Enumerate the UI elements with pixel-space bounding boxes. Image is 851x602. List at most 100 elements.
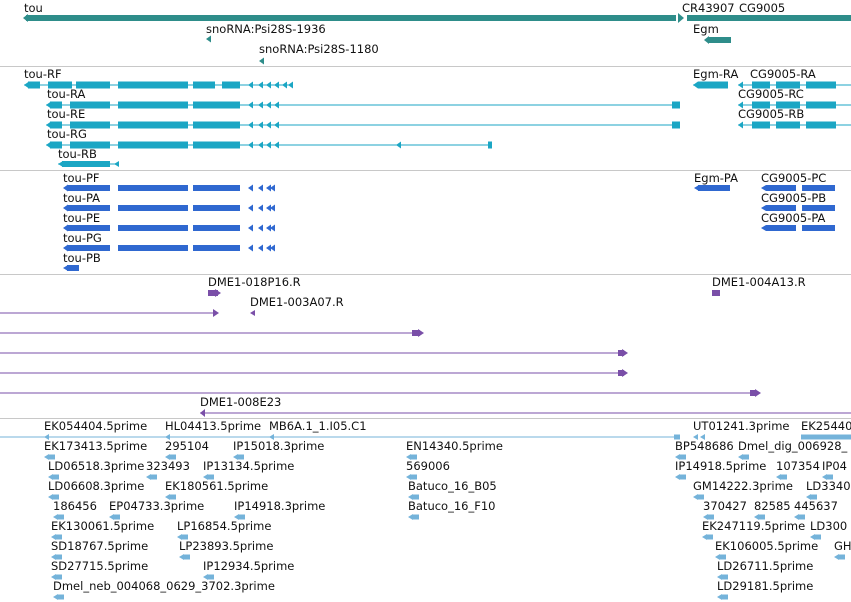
est-block[interactable] bbox=[170, 454, 176, 460]
est-label[interactable]: Dmel_dig_006928_ bbox=[738, 439, 848, 453]
est-block[interactable] bbox=[56, 574, 62, 580]
strand-arrow[interactable] bbox=[694, 185, 699, 191]
exon-block[interactable] bbox=[62, 161, 110, 167]
exon-arrow[interactable] bbox=[248, 81, 253, 89]
est-block[interactable] bbox=[53, 494, 59, 500]
exon-block[interactable] bbox=[750, 390, 756, 396]
est-arrow[interactable] bbox=[834, 554, 839, 560]
protein-label[interactable]: tou-PB bbox=[63, 251, 101, 265]
est-arrow[interactable] bbox=[51, 534, 56, 540]
exon-arrow[interactable] bbox=[274, 121, 279, 129]
exon-block[interactable] bbox=[412, 330, 420, 336]
exon-block[interactable] bbox=[776, 121, 800, 129]
exon-block[interactable] bbox=[118, 205, 188, 211]
est-arrow[interactable] bbox=[203, 474, 208, 480]
protein-label[interactable]: tou-PF bbox=[63, 171, 100, 185]
strand-arrow[interactable] bbox=[250, 310, 255, 316]
gene-label-snorna-1180[interactable]: snoRNA:Psi28S-1180 bbox=[259, 42, 379, 56]
est-arrow[interactable] bbox=[675, 454, 680, 460]
clone-label[interactable]: DME1-018P16.R bbox=[208, 275, 301, 289]
strand-arrow[interactable] bbox=[738, 101, 743, 109]
est-block[interactable] bbox=[680, 454, 686, 460]
exon-arrow[interactable] bbox=[274, 81, 279, 89]
exon-block[interactable] bbox=[193, 185, 240, 191]
strand-arrow[interactable] bbox=[418, 329, 424, 337]
gene-bar-tou[interactable] bbox=[23, 14, 28, 22]
strand-arrow[interactable] bbox=[44, 434, 49, 440]
est-arrow[interactable] bbox=[810, 534, 815, 540]
est-block[interactable] bbox=[743, 454, 749, 460]
exon-block[interactable] bbox=[806, 121, 836, 129]
est-arrow[interactable] bbox=[406, 474, 411, 480]
exon-block[interactable] bbox=[208, 290, 218, 296]
est-block[interactable] bbox=[411, 474, 417, 480]
protein-label[interactable]: tou-PG bbox=[63, 231, 102, 245]
est-arrow[interactable] bbox=[715, 554, 720, 560]
est-block[interactable] bbox=[815, 534, 821, 540]
exon-block[interactable] bbox=[776, 101, 800, 109]
strand-arrow[interactable] bbox=[63, 224, 68, 232]
exon-arrow[interactable] bbox=[258, 121, 263, 129]
est-label[interactable]: EK106005.5prime bbox=[715, 539, 819, 553]
exon-block[interactable] bbox=[222, 81, 240, 89]
est-block[interactable] bbox=[781, 474, 787, 480]
gene-label-egm[interactable]: Egm bbox=[693, 22, 719, 36]
est-block[interactable] bbox=[49, 454, 55, 460]
est-label[interactable]: IP13134.5prime bbox=[203, 459, 295, 473]
est-label[interactable]: LP23893.5prime bbox=[179, 539, 274, 553]
est-arrow[interactable] bbox=[179, 554, 184, 560]
est-block[interactable] bbox=[839, 554, 845, 560]
exon-block[interactable] bbox=[806, 81, 836, 89]
exon-block[interactable] bbox=[193, 81, 215, 89]
exon-arrow[interactable] bbox=[248, 204, 253, 212]
strand-arrow[interactable] bbox=[712, 290, 717, 296]
exon-block[interactable] bbox=[766, 225, 796, 231]
est-arrow[interactable] bbox=[717, 594, 722, 600]
exon-block[interactable] bbox=[193, 141, 240, 149]
strand-arrow[interactable] bbox=[700, 434, 705, 440]
est-label[interactable]: EN14340.5prime bbox=[406, 439, 503, 453]
est-label[interactable]: Batuco_16_F10 bbox=[408, 499, 496, 513]
transcript-label[interactable]: CG9005-RC bbox=[738, 87, 804, 101]
exon-arrow[interactable] bbox=[270, 204, 275, 212]
exon-arrow[interactable] bbox=[258, 184, 263, 192]
exon-block[interactable] bbox=[618, 370, 624, 376]
exon-block[interactable] bbox=[752, 81, 770, 89]
est-label[interactable]: GM14222.3prime bbox=[693, 479, 793, 493]
est-label[interactable]: EK247119.5prime bbox=[702, 519, 806, 533]
strand-arrow[interactable] bbox=[738, 121, 743, 129]
est-arrow[interactable] bbox=[146, 474, 151, 480]
gene-bar-snorna[interactable] bbox=[259, 57, 264, 65]
est-label[interactable]: EK180561.5prime bbox=[165, 479, 269, 493]
est-label[interactable]: 295104 bbox=[165, 439, 209, 453]
est-arrow[interactable] bbox=[738, 454, 743, 460]
est-arrow[interactable] bbox=[406, 454, 411, 460]
exon-block[interactable] bbox=[118, 121, 188, 129]
exon-block[interactable] bbox=[766, 205, 796, 211]
exon-block[interactable] bbox=[802, 185, 835, 191]
exon-arrow[interactable] bbox=[258, 141, 263, 149]
est-label[interactable]: SD27715.5prime bbox=[51, 559, 149, 573]
strand-arrow[interactable] bbox=[269, 434, 274, 440]
est-block[interactable] bbox=[413, 494, 419, 500]
exon-arrow[interactable] bbox=[248, 224, 253, 232]
exon-arrow[interactable] bbox=[258, 81, 263, 89]
exon-block[interactable] bbox=[766, 185, 796, 191]
est-arrow[interactable] bbox=[109, 514, 114, 520]
est-label[interactable]: MB6A.1_1.I05.C1 bbox=[269, 419, 367, 433]
est-label[interactable]: BP548686 bbox=[675, 439, 734, 453]
est-label[interactable]: 323493 bbox=[146, 459, 190, 473]
strand-arrow[interactable] bbox=[46, 101, 51, 109]
exon-arrow[interactable] bbox=[266, 81, 271, 89]
strand-arrow[interactable] bbox=[755, 389, 761, 397]
exon-block[interactable] bbox=[76, 81, 110, 89]
est-block[interactable] bbox=[170, 494, 176, 500]
exon-arrow[interactable] bbox=[266, 244, 271, 252]
est-arrow[interactable] bbox=[233, 454, 238, 460]
exon-block[interactable] bbox=[193, 225, 240, 231]
exon-block[interactable] bbox=[118, 141, 188, 149]
est-arrow[interactable] bbox=[44, 454, 49, 460]
est-arrow[interactable] bbox=[693, 494, 698, 500]
exon-arrow[interactable] bbox=[274, 141, 279, 149]
clone-label[interactable]: DME1-003A07.R bbox=[250, 295, 344, 309]
